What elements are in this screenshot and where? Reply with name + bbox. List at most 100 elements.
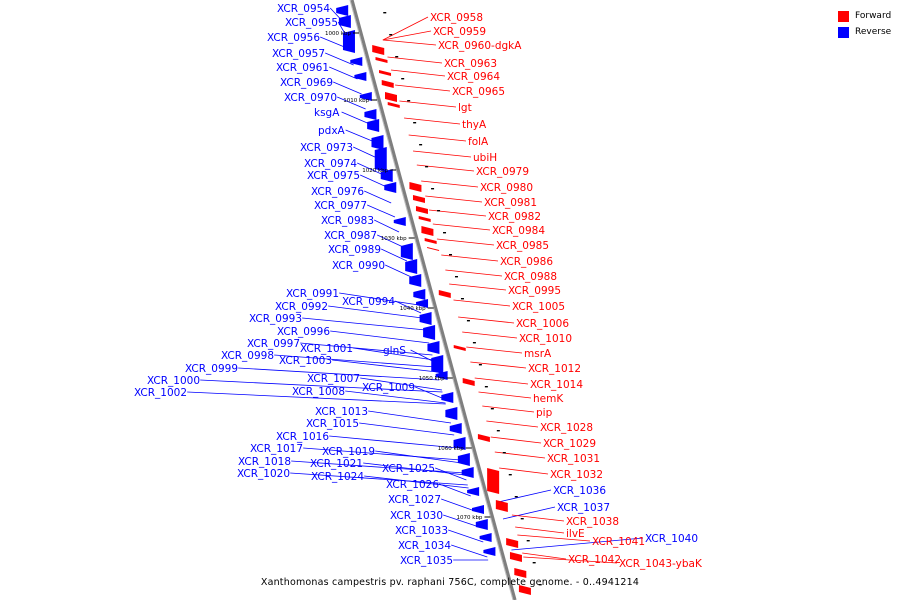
reverse-connector [377,234,404,248]
reverse-gene-block [393,217,406,226]
forward-gene-label: XCR_0985 [496,240,549,252]
forward-gene-label: thyA [462,119,487,131]
legend-item-forward: Forward [838,8,891,24]
forward-gene-block [387,102,400,108]
reverse-gene-block [423,325,436,340]
reverse-connector [291,460,465,474]
reverse-connector [332,359,438,373]
scale-tick-label: 1030 kbp [381,236,407,242]
scale-tick-label: 1050 kbp [419,376,445,382]
reverse-gene-block [427,341,440,354]
reverse-gene-label: XCR_1025 [382,463,435,475]
reverse-gene-label: XCR_1015 [306,418,359,430]
forward-gene-label: XCR_0963 [444,58,497,70]
forward-gene-label: XCR_1031 [547,453,600,465]
forward-connector [517,534,591,542]
reverse-gene-block [400,243,413,260]
legend: Forward Reverse [838,8,891,40]
track-dash [532,562,536,564]
track-dash [449,254,453,256]
forward-gene-label: XCR_0964 [447,71,500,83]
reverse-gene-label: XCR_0998 [221,350,274,362]
forward-gene-block [424,238,437,244]
forward-gene-block [487,468,500,494]
reverse-connector [395,300,422,314]
reverse-gene-label: XCR_1003 [279,355,332,367]
forward-gene-label: lgt [458,102,472,114]
forward-gene-block [495,500,508,512]
reverse-gene-block [483,547,496,556]
reverse-gene-label: XCR_0975 [307,170,360,182]
forward-gene-block [477,434,490,442]
reverse-gene-block [449,423,462,434]
forward-connector [390,69,446,77]
forward-connector [494,451,546,459]
reverse-connector [375,450,462,464]
scale-tick-label: 1010 kbp [343,98,369,104]
track-dash [508,474,512,476]
forward-gene-label: XCR_1041 [592,536,645,548]
reverse-gene-block [441,392,454,403]
reverse-gene-block [354,72,367,81]
reverse-connector [511,537,644,551]
forward-connector [412,150,472,158]
forward-connector [416,164,475,172]
forward-connector [445,269,503,277]
forward-connector [395,84,451,92]
reverse-gene-label: XCR_0974 [304,158,357,170]
reverse-connector [374,219,400,233]
reverse-gene-label: ksgA [314,107,340,119]
reverse-gene-label: XCR_1035 [400,555,453,567]
reverse-gene-block [472,505,485,514]
forward-connector [382,30,432,41]
reverse-gene-label: XCR_0977 [314,200,367,212]
reverse-connector [200,379,443,393]
legend-label-forward: Forward [855,11,892,21]
track-dash [472,342,476,344]
forward-connector [387,56,443,64]
reverse-connector [345,129,375,143]
track-dash [395,56,399,58]
reverse-gene-label: XCR_0992 [275,301,328,313]
reverse-gene-block [475,519,488,530]
legend-item-reverse: Reverse [838,24,891,40]
reverse-gene-label: XCR_1021 [310,458,363,470]
reverse-gene-label: XCR_1030 [390,510,443,522]
forward-connector [511,514,565,522]
forward-connector [523,556,618,564]
backbone-line [350,0,517,601]
scale-tick-label: 1070 kbp [457,515,483,521]
reverse-connector [300,342,433,356]
forward-gene-label: XCR_0986 [500,256,553,268]
forward-gene-label: XCR_1029 [543,438,596,450]
forward-connector [453,299,511,307]
reverse-gene-label: XCR_0969 [280,77,333,89]
forward-gene-label: XCR_1038 [566,516,619,528]
map-caption: Xanthomonas campestris pv. raphani 756C,… [260,577,640,588]
reverse-connector [330,330,430,344]
reverse-gene-block [342,30,355,53]
track-dash [413,122,417,124]
reverse-gene-label: XCR_0991 [286,288,339,300]
label-connectors [187,7,644,564]
forward-gene-block [384,92,397,102]
track-dash [431,188,435,190]
reverse-gene-label: XCR_0976 [311,186,364,198]
reverse-connector [325,52,354,66]
reverse-connector [502,506,556,520]
reverse-connector [345,390,446,404]
reverse-connector [360,377,443,391]
reverse-connector [187,391,446,405]
reverse-gene-label: XCR_1027 [388,494,441,506]
reverse-connector [333,81,362,95]
forward-connector [466,346,523,354]
forward-gene-block [427,247,440,251]
reverse-gene-label: XCR_0996 [277,326,330,338]
reverse-gene-label: XCR_0994 [342,296,395,308]
reverse-gene-block [336,5,349,16]
reverse-gene-label: XCR_1001 [300,343,353,355]
forward-gene-label: XCR_0988 [504,271,557,283]
reverse-connector [359,422,455,436]
forward-gene-block [412,195,425,203]
reverse-gene-block [445,407,458,420]
